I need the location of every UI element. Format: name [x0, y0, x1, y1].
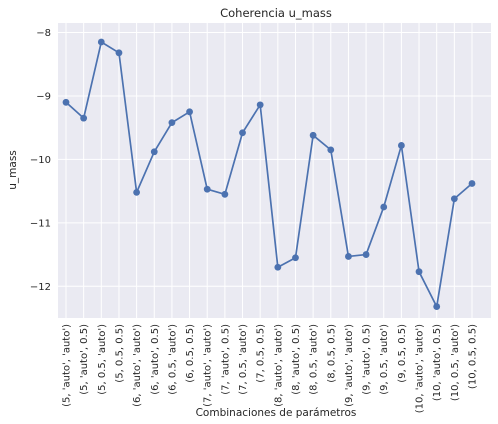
- x-tick-label: (6, 0.5, 0.5): [185, 324, 196, 383]
- x-tick-label: (7, 'auto', 0.5): [220, 324, 231, 395]
- x-tick-label: (6, 0.5, 'auto'): [167, 324, 178, 395]
- y-axis-label: u_mass: [7, 150, 19, 190]
- data-point: [468, 180, 476, 187]
- data-point: [362, 251, 370, 258]
- y-tick-label: −9: [36, 91, 51, 102]
- y-tick-labels: −12 −11 −10 −9 −8: [30, 28, 51, 293]
- x-tick-label: (7, 0.5, 0.5): [256, 324, 267, 383]
- x-tick-label: (8, 0.5, 0.5): [326, 324, 337, 383]
- data-point: [309, 131, 317, 139]
- x-axis-label: Combinaciones de parámetros: [196, 407, 357, 419]
- x-tick-label: (5, 0.5, 0.5): [114, 324, 125, 383]
- series-line: [65, 41, 473, 308]
- data-point: [150, 148, 158, 156]
- chart-title: Coherencia u_mass: [220, 6, 332, 20]
- x-tick-label: (6, 'auto', 'auto'): [132, 324, 143, 407]
- x-tick-label: (10, 0.5, 'auto'): [450, 324, 461, 401]
- data-point: [221, 190, 229, 198]
- data-point: [450, 195, 458, 203]
- data-point: [62, 98, 70, 106]
- data-point: [397, 142, 405, 149]
- data-point: [433, 303, 441, 310]
- x-tick-label: (9, 'auto', 0.5): [362, 324, 373, 395]
- data-point: [380, 203, 388, 211]
- data-point: [239, 129, 246, 137]
- data-point: [274, 263, 282, 271]
- x-tick-label: (6, 'auto', 0.5): [150, 324, 161, 395]
- y-tick-label: −12: [30, 282, 51, 293]
- y-tick-label: −11: [30, 218, 51, 229]
- x-tick-label: (8, 'auto', 0.5): [291, 324, 302, 395]
- plot-area: [58, 23, 491, 318]
- data-point: [327, 146, 335, 154]
- data-point: [97, 38, 105, 46]
- x-tick-label: (5, 0.5, 'auto'): [97, 324, 108, 395]
- x-tick-label: (9, 'auto', 'auto'): [344, 324, 355, 407]
- x-tick-label: (5, 'auto', 'auto'): [62, 324, 73, 407]
- data-point: [415, 268, 423, 276]
- x-tick-label: (5, 'auto', 0.5): [79, 324, 90, 395]
- x-tick-label: (10, 'auto', 0.5): [432, 324, 443, 401]
- data-point: [345, 253, 352, 260]
- y-tick-label: −8: [36, 28, 51, 39]
- data-point: [186, 108, 193, 116]
- y-tick-label: −10: [30, 155, 51, 166]
- x-tick-label: (9, 0.5, 'auto'): [379, 324, 390, 395]
- x-tick-label: (8, 'auto', 'auto'): [273, 324, 284, 407]
- x-tick-label: (7, 0.5, 'auto'): [238, 324, 249, 395]
- x-tick-labels: (5, 'auto', 'auto') (5, 'auto', 0.5) (5, 0…: [62, 324, 479, 413]
- x-tick-label: (7, 'auto', 'auto'): [203, 324, 214, 407]
- data-point: [256, 101, 264, 109]
- data-point: [115, 49, 123, 57]
- gridlines: [58, 23, 491, 318]
- data-point: [80, 114, 88, 122]
- x-tick-label: (10, 'auto', 'auto'): [415, 324, 426, 413]
- data-point: [168, 119, 176, 127]
- x-tick-label: (10, 0.5, 0.5): [468, 324, 479, 389]
- x-tick-label: (9, 0.5, 0.5): [397, 324, 408, 383]
- data-point: [203, 185, 211, 193]
- data-points: [62, 38, 476, 310]
- x-tick-label: (8, 0.5, 'auto'): [309, 324, 320, 395]
- data-point: [292, 254, 299, 262]
- data-point: [133, 188, 141, 196]
